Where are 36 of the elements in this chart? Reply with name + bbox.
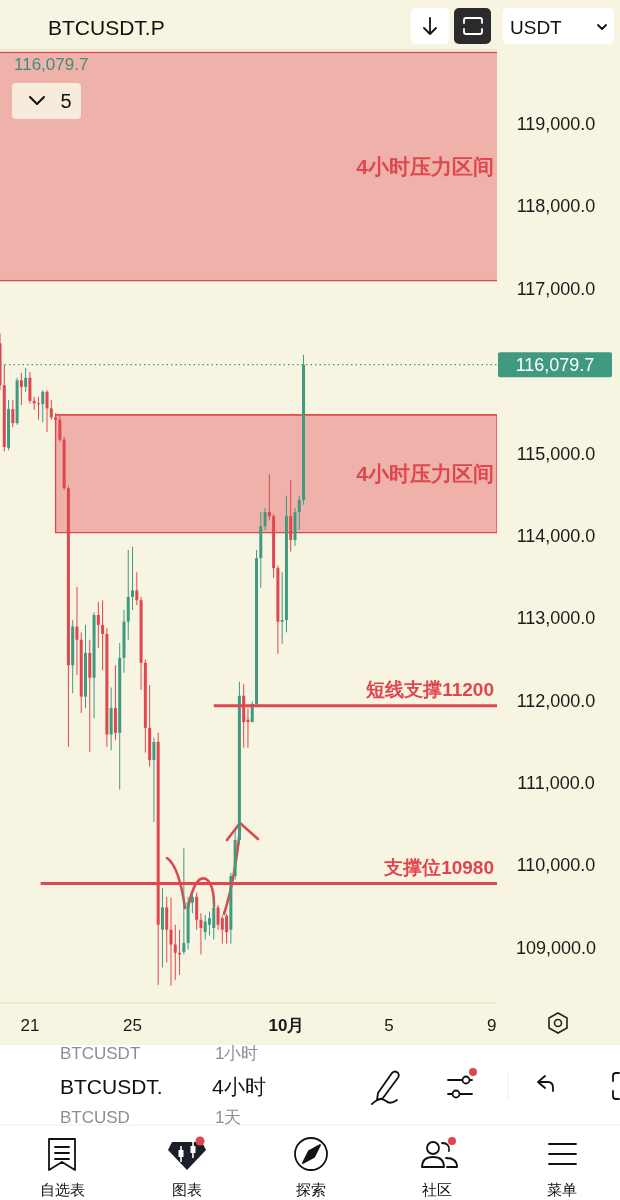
annotation: 探索 [296,1180,326,1198]
annotation: 菜单 [547,1180,577,1198]
xtick: 25 [123,1015,142,1035]
xtick: 9 [486,1015,497,1035]
ytick: 111,000.0 [517,773,595,794]
annotation: 1天 [215,1107,242,1127]
ytick: 112,000.0 [516,690,596,711]
ytick: 113,000.0 [516,608,596,629]
ytick: 119,000.0 [516,114,596,135]
subtitle: 4小时 [212,1074,266,1098]
annotation: 社区 [422,1180,452,1198]
xtick: 10月 [268,1015,305,1035]
annotation: 自选表 [39,1180,85,1198]
series-label: 4小时压力区间 [356,462,494,486]
ytick: 118,000.0 [516,196,596,217]
annotation: 图表 [172,1180,202,1198]
ytick: 114,000.0 [516,525,596,546]
title: BTCUSDT.P [48,15,165,39]
ytick: 117,000.0 [516,278,596,299]
annotation: BTCUSDT [60,1043,141,1063]
annotation: 116,079.7 [14,54,89,74]
series-label: 短线支撑11200 [366,679,494,701]
annotation: BTCUSDT. [60,1074,163,1098]
xtick: 21 [20,1015,40,1035]
ref-line-label: 116,079.7 [515,354,595,375]
annotation: 5 [60,90,72,112]
annotation: BTCUSD [60,1107,130,1127]
ytick: 110,000.0 [516,855,596,876]
ref-label: 116,079.7 [498,352,612,378]
ytick: 109,000.0 [515,937,597,958]
xtick: 5 [384,1015,394,1035]
ytick: 115,000.0 [516,443,596,464]
series-label: 支撑位10980 [384,857,494,879]
band-label: 4小时压力区间 [356,155,494,179]
annotation: 1小时 [215,1043,259,1063]
annotation: USDT [510,16,562,38]
